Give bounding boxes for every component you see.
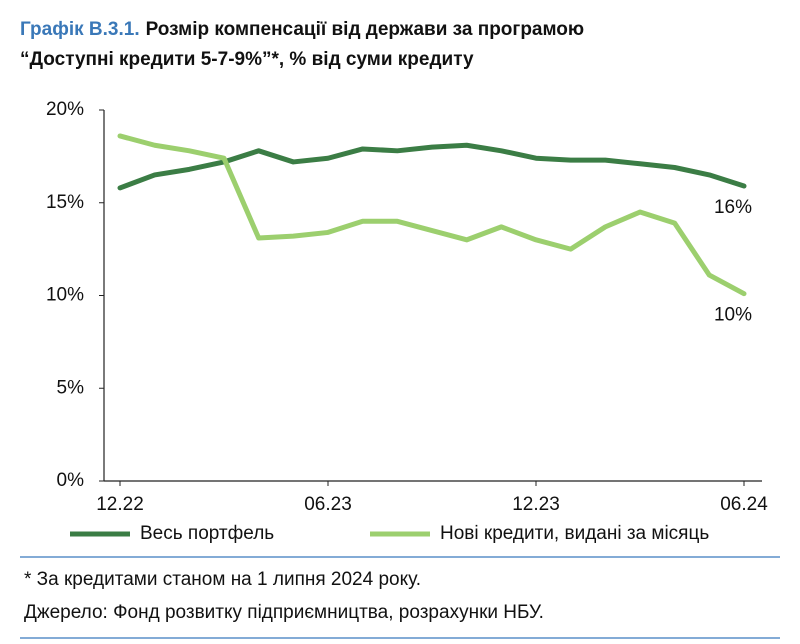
value-label: 10% (714, 305, 752, 326)
value-label: 16% (714, 197, 752, 218)
source: Джерело: Фонд розвитку підприємництва, р… (24, 602, 544, 623)
series-line (117, 142, 747, 191)
y-tick-label: 5% (57, 377, 85, 398)
y-tick-label: 15% (46, 192, 84, 213)
chart-title: “Доступні кредити 5-7-9%”*, % від суми к… (20, 49, 474, 70)
y-tick-label: 10% (46, 285, 84, 306)
series-line (117, 133, 747, 297)
legend-label: Весь портфель (140, 523, 274, 544)
chart-title: Розмір компенсації від держави за програ… (146, 19, 585, 40)
x-tick-label: 12.23 (512, 494, 560, 515)
legend-label: Нові кредити, видані за місяць (440, 523, 709, 544)
y-tick-label: 0% (57, 470, 85, 491)
x-tick-label: 12.22 (96, 494, 144, 515)
footnote: * За кредитами станом на 1 липня 2024 ро… (24, 569, 421, 590)
y-tick-label: 20% (46, 99, 84, 120)
x-tick-label: 06.23 (304, 494, 352, 515)
chart-title-label: Графік В.3.1. (20, 19, 140, 40)
x-tick-label: 06.24 (720, 494, 768, 515)
